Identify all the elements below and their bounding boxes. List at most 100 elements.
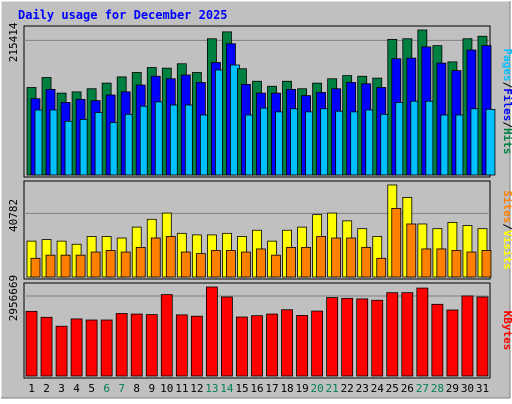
side-legend-item: Visits [501, 230, 512, 270]
side-legend-item: Files [501, 88, 512, 121]
x-axis-day-labels: 1 2 3 4 5 6 7 8 9 10 11 12 13 14 15 16 17 18 19 20 21 22 23 24 2… [28, 382, 489, 395]
day-label: 19 [295, 382, 308, 395]
day-label: 26 [401, 382, 414, 395]
bar-kbytes-day-25 [386, 292, 399, 377]
day-label: 29 [446, 382, 459, 395]
bar-kbytes-day-5 [85, 319, 98, 377]
bar-kbytes-day-19 [296, 315, 308, 377]
bar-kbytes-day-31 [476, 296, 489, 377]
bar-sites-day-26 [406, 223, 417, 278]
bar-kbytes-day-24 [371, 299, 384, 377]
bar-kbytes-day-15 [236, 316, 248, 377]
day-label: 12 [190, 382, 203, 395]
bar-sites-day-6 [105, 250, 116, 278]
bar-sites-day-20 [316, 236, 327, 278]
side-legend-item: / [501, 121, 512, 128]
day-label: 4 [73, 382, 80, 395]
bar-sites-day-4 [75, 254, 86, 278]
day-label: 18 [280, 382, 293, 395]
bar-sites-day-21 [331, 237, 342, 278]
bar-sites-day-17 [271, 254, 281, 278]
y-max-label: 2956669 [7, 275, 20, 321]
bar-kbytes-day-29 [446, 309, 459, 377]
bar-kbytes-day-7 [115, 313, 128, 377]
bar-sites-day-11 [180, 251, 191, 278]
day-label: 2 [43, 382, 50, 395]
bar-kbytes-day-27 [416, 287, 429, 377]
bar-sites-day-2 [45, 254, 56, 278]
day-label: 17 [265, 382, 278, 395]
bar-kbytes-day-12 [190, 315, 203, 377]
bar-sites-day-19 [301, 246, 311, 278]
day-label: 15 [235, 382, 248, 395]
side-legend: Sites/Visits [501, 190, 512, 270]
bar-sites-day-8 [135, 246, 146, 278]
day-label: 8 [133, 382, 140, 395]
day-label: 11 [175, 382, 188, 395]
bar-sites-day-27 [421, 248, 432, 278]
day-label: 3 [58, 382, 65, 395]
bar-sites-day-30 [466, 251, 477, 278]
bar-sites-day-1 [30, 257, 41, 278]
day-label: 28 [431, 382, 444, 395]
day-label: 20 [311, 382, 324, 395]
chart-title: Daily usage for December 2025 [18, 8, 228, 22]
side-legend-item: / [501, 223, 512, 230]
bar-kbytes-day-16 [251, 315, 263, 377]
bar-kbytes-day-13 [205, 286, 218, 377]
day-label: 30 [461, 382, 474, 395]
day-label: 25 [386, 382, 399, 395]
side-legend-item: Sites [501, 190, 512, 223]
day-label: 1 [28, 382, 35, 395]
bar-sites-day-15 [241, 251, 251, 278]
day-label: 6 [103, 382, 110, 395]
bar-kbytes-day-10 [160, 294, 173, 377]
bar-kbytes-day-11 [175, 314, 188, 377]
day-label: 9 [148, 382, 155, 395]
side-legend-item: Pages [501, 49, 512, 82]
bar-sites-day-23 [361, 246, 372, 278]
panel-kbytes: 2956669 KBytes [7, 275, 512, 379]
bar-kbytes-day-6 [100, 319, 113, 377]
bar-kbytes-day-3 [55, 325, 68, 377]
bar-sites-day-29 [451, 250, 462, 278]
panel-visits: 40782 Sites/Visits [7, 180, 512, 280]
day-label: 27 [416, 382, 429, 395]
day-label: 23 [356, 382, 369, 395]
bar-sites-day-22 [346, 237, 357, 278]
day-label: 21 [326, 382, 339, 395]
day-label: 10 [160, 382, 173, 395]
bar-kbytes-day-18 [281, 309, 293, 377]
bar-kbytes-day-2 [40, 316, 53, 377]
bar-sites-day-16 [256, 248, 266, 278]
bar-kbytes-day-17 [266, 313, 278, 377]
bar-kbytes-day-30 [461, 295, 474, 377]
bar-kbytes-day-4 [70, 318, 83, 377]
bar-sites-day-31 [481, 250, 492, 278]
bar-kbytes-day-9 [145, 314, 158, 377]
bar-sites-day-14 [226, 250, 236, 278]
bar-kbytes-day-28 [431, 303, 444, 377]
bar-kbytes-day-22 [341, 297, 354, 377]
side-legend: KBytes [501, 311, 512, 351]
day-label: 7 [118, 382, 125, 395]
bar-pages-day-31 [485, 108, 496, 176]
bar-kbytes-day-8 [130, 313, 143, 377]
bar-sites-day-3 [60, 254, 71, 278]
side-legend-item: KBytes [501, 311, 512, 351]
bar-kbytes-day-23 [356, 298, 369, 377]
day-label: 31 [476, 382, 489, 395]
bar-sites-day-5 [90, 251, 101, 278]
bar-kbytes-day-21 [326, 297, 339, 377]
bar-sites-day-7 [120, 251, 131, 278]
bar-sites-day-13 [210, 250, 221, 278]
side-legend: Pages/Files/Hits [501, 49, 512, 155]
bar-kbytes-day-14 [221, 296, 233, 377]
y-max-label: 40782 [7, 199, 20, 232]
day-label: 13 [205, 382, 218, 395]
day-label: 16 [250, 382, 263, 395]
day-label: 14 [220, 382, 234, 395]
bar-sites-day-10 [165, 236, 176, 278]
